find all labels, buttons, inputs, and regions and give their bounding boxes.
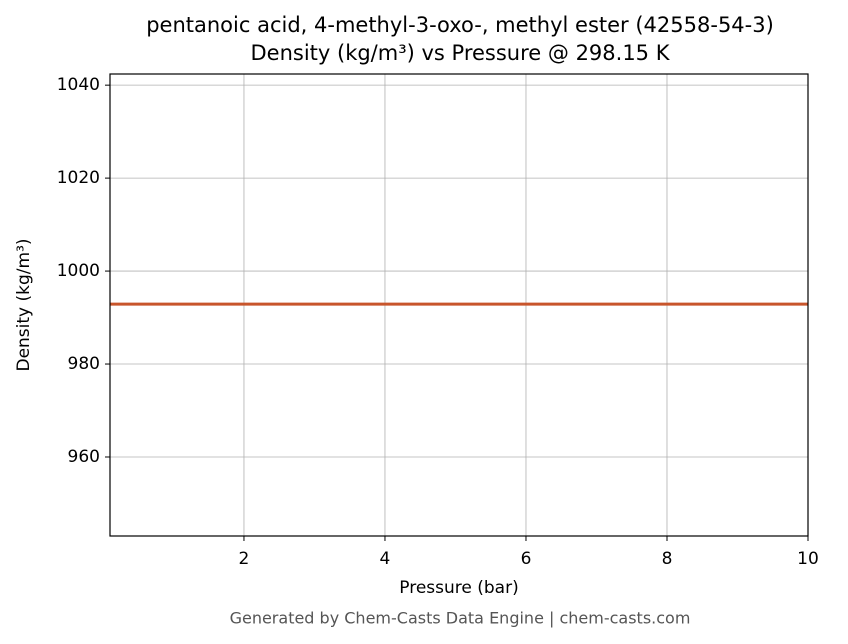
x-tick-label: 4 [380, 549, 391, 569]
chart-subtitle: Density (kg/m³) vs Pressure @ 298.15 K [250, 41, 670, 65]
x-tick-label: 10 [797, 549, 819, 569]
x-axis-label: Pressure (bar) [399, 578, 518, 598]
y-tick-label: 1020 [57, 168, 100, 188]
plot-frame [109, 73, 809, 537]
y-tick-label: 1000 [57, 261, 100, 281]
footer: Generated by Chem-Casts Data Engine | ch… [230, 609, 691, 628]
x-tick-label: 2 [239, 549, 250, 569]
x-tick-label: 6 [521, 549, 532, 569]
chart-title: pentanoic acid, 4-methyl-3-oxo-, methyl … [146, 13, 774, 37]
y-tick-label: 960 [68, 447, 100, 467]
y-tick-label: 980 [68, 354, 100, 374]
x-tick-label: 8 [662, 549, 673, 569]
y-tick-label: 1040 [57, 75, 100, 95]
y-axis-label: Density (kg/m³) [14, 238, 34, 371]
